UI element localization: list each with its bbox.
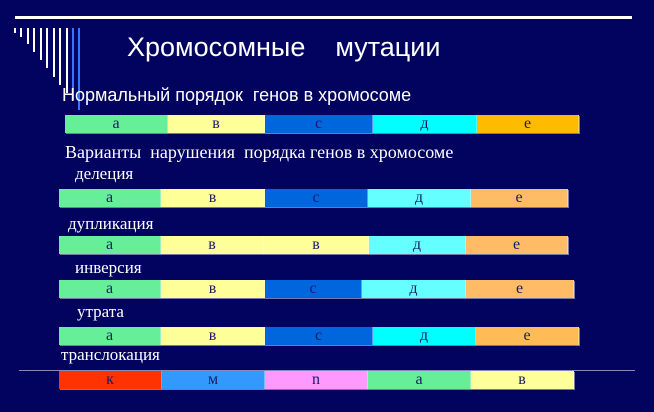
normal-order-heading: Нормальный порядок генов в хромосоме: [62, 85, 412, 105]
gene-segment: е: [466, 280, 574, 298]
gene-segment: в: [161, 236, 264, 254]
gene-segment: в: [471, 371, 574, 389]
bottom-rule: [19, 370, 635, 371]
gene-segment: с: [265, 115, 373, 133]
gene-segment: а: [65, 115, 168, 133]
gene-segment: с: [265, 327, 373, 345]
gene-segment: д: [368, 189, 471, 207]
gene-segment: е: [476, 327, 579, 345]
gene-segment: м: [162, 371, 265, 389]
gene-segment: с: [265, 189, 368, 207]
gene-segment: а: [59, 280, 161, 298]
gene-segment: а: [368, 371, 471, 389]
stripes-decoration: [14, 28, 80, 110]
gene-segment: е: [477, 115, 579, 133]
gene-segment: в: [161, 327, 265, 345]
gene-segment: д: [373, 115, 477, 133]
slide-title: Хромосомные мутации: [127, 32, 441, 62]
variants-heading: Варианты нарушения порядка генов в хромо…: [65, 142, 454, 162]
gene-segment: в: [168, 115, 265, 133]
gene-segment: е: [466, 236, 568, 254]
gene-segment: в: [161, 189, 265, 207]
gene-segment: n: [265, 371, 368, 389]
row-label-inversion: инверсия: [75, 258, 142, 277]
gene-segment: д: [362, 280, 466, 298]
row-label-loss: утрата: [77, 302, 124, 321]
gene-segment: к: [59, 371, 162, 389]
gene-segment: е: [471, 189, 568, 207]
gene-segment: а: [59, 236, 161, 254]
gene-segment: д: [369, 236, 466, 254]
row-label-deletion: делеция: [75, 164, 134, 183]
gene-segment: с: [265, 280, 362, 298]
gene-segment: в: [161, 280, 265, 298]
gene-segment: в: [264, 236, 369, 254]
top-rule: [15, 16, 632, 19]
row-label-duplication: дупликация: [68, 214, 154, 233]
gene-segment: а: [59, 327, 161, 345]
gene-segment: а: [59, 189, 161, 207]
row-label-translocation: транслокация: [61, 345, 160, 364]
gene-segment: д: [373, 327, 476, 345]
